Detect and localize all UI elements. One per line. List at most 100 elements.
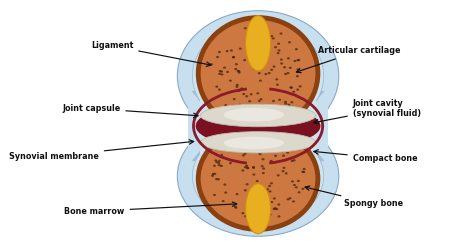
Ellipse shape xyxy=(265,216,268,218)
Text: Articular cartilage: Articular cartilage xyxy=(296,46,401,73)
Ellipse shape xyxy=(199,129,317,229)
Ellipse shape xyxy=(248,200,251,203)
Ellipse shape xyxy=(211,173,215,175)
Text: Synovial membrane: Synovial membrane xyxy=(9,140,194,161)
Ellipse shape xyxy=(253,191,256,193)
Ellipse shape xyxy=(238,111,241,114)
Ellipse shape xyxy=(280,62,283,65)
Ellipse shape xyxy=(202,109,241,143)
Ellipse shape xyxy=(282,170,284,172)
Ellipse shape xyxy=(218,164,221,166)
Ellipse shape xyxy=(264,73,267,75)
Ellipse shape xyxy=(216,56,219,58)
Ellipse shape xyxy=(295,48,298,50)
Ellipse shape xyxy=(215,85,219,88)
Ellipse shape xyxy=(253,68,256,70)
Ellipse shape xyxy=(238,104,241,106)
Ellipse shape xyxy=(219,70,222,72)
Ellipse shape xyxy=(273,207,277,209)
Ellipse shape xyxy=(258,52,262,54)
Ellipse shape xyxy=(252,44,255,46)
Ellipse shape xyxy=(281,150,283,152)
Ellipse shape xyxy=(224,137,284,149)
Ellipse shape xyxy=(283,66,286,68)
Ellipse shape xyxy=(239,48,242,50)
Ellipse shape xyxy=(241,212,245,214)
Ellipse shape xyxy=(218,51,221,53)
Ellipse shape xyxy=(248,100,251,102)
Ellipse shape xyxy=(213,173,216,175)
Ellipse shape xyxy=(291,160,294,162)
Ellipse shape xyxy=(274,155,277,157)
Ellipse shape xyxy=(237,90,240,92)
Ellipse shape xyxy=(293,184,296,186)
Text: Spongy bone: Spongy bone xyxy=(305,186,403,208)
Ellipse shape xyxy=(283,167,285,169)
Ellipse shape xyxy=(244,113,247,115)
Ellipse shape xyxy=(237,149,240,151)
Ellipse shape xyxy=(245,95,248,98)
Ellipse shape xyxy=(246,167,249,169)
Ellipse shape xyxy=(196,105,320,147)
Ellipse shape xyxy=(292,200,295,203)
Ellipse shape xyxy=(266,188,269,191)
Ellipse shape xyxy=(265,141,268,144)
Ellipse shape xyxy=(262,167,265,170)
Ellipse shape xyxy=(235,207,237,209)
Ellipse shape xyxy=(192,127,324,225)
Ellipse shape xyxy=(267,105,271,108)
Ellipse shape xyxy=(258,194,261,196)
Ellipse shape xyxy=(256,193,259,195)
Ellipse shape xyxy=(213,165,216,167)
Ellipse shape xyxy=(246,16,271,71)
Ellipse shape xyxy=(282,154,285,157)
Text: Joint capsule: Joint capsule xyxy=(62,104,198,118)
Ellipse shape xyxy=(292,91,295,93)
Ellipse shape xyxy=(252,173,255,176)
Ellipse shape xyxy=(296,59,300,61)
Ellipse shape xyxy=(298,191,301,194)
Ellipse shape xyxy=(270,182,273,184)
Ellipse shape xyxy=(301,188,304,190)
Ellipse shape xyxy=(276,84,279,86)
Ellipse shape xyxy=(239,116,242,118)
Ellipse shape xyxy=(238,142,241,144)
Ellipse shape xyxy=(236,86,238,88)
Ellipse shape xyxy=(284,101,287,103)
Ellipse shape xyxy=(230,49,233,52)
Ellipse shape xyxy=(267,51,270,54)
Ellipse shape xyxy=(233,98,236,100)
Ellipse shape xyxy=(280,58,283,61)
Ellipse shape xyxy=(247,207,250,209)
Ellipse shape xyxy=(269,190,272,193)
Ellipse shape xyxy=(271,105,274,107)
Ellipse shape xyxy=(232,56,235,58)
Ellipse shape xyxy=(273,66,275,68)
Polygon shape xyxy=(191,91,325,161)
Ellipse shape xyxy=(272,100,275,102)
Ellipse shape xyxy=(257,145,260,148)
Ellipse shape xyxy=(258,72,261,74)
Ellipse shape xyxy=(236,193,238,195)
Ellipse shape xyxy=(220,154,223,156)
Ellipse shape xyxy=(272,37,275,40)
Ellipse shape xyxy=(296,75,299,77)
Ellipse shape xyxy=(244,215,247,217)
Ellipse shape xyxy=(289,86,292,88)
Ellipse shape xyxy=(215,178,218,180)
Ellipse shape xyxy=(246,184,271,234)
Polygon shape xyxy=(203,88,313,164)
Ellipse shape xyxy=(241,169,245,172)
Ellipse shape xyxy=(299,85,302,87)
Ellipse shape xyxy=(259,80,262,82)
Ellipse shape xyxy=(224,108,284,122)
Ellipse shape xyxy=(288,41,291,43)
Ellipse shape xyxy=(244,152,246,155)
Ellipse shape xyxy=(259,146,262,148)
Ellipse shape xyxy=(213,194,216,196)
Ellipse shape xyxy=(292,159,296,161)
Ellipse shape xyxy=(302,171,305,173)
Ellipse shape xyxy=(275,208,278,210)
Ellipse shape xyxy=(296,68,300,71)
Ellipse shape xyxy=(235,144,238,146)
